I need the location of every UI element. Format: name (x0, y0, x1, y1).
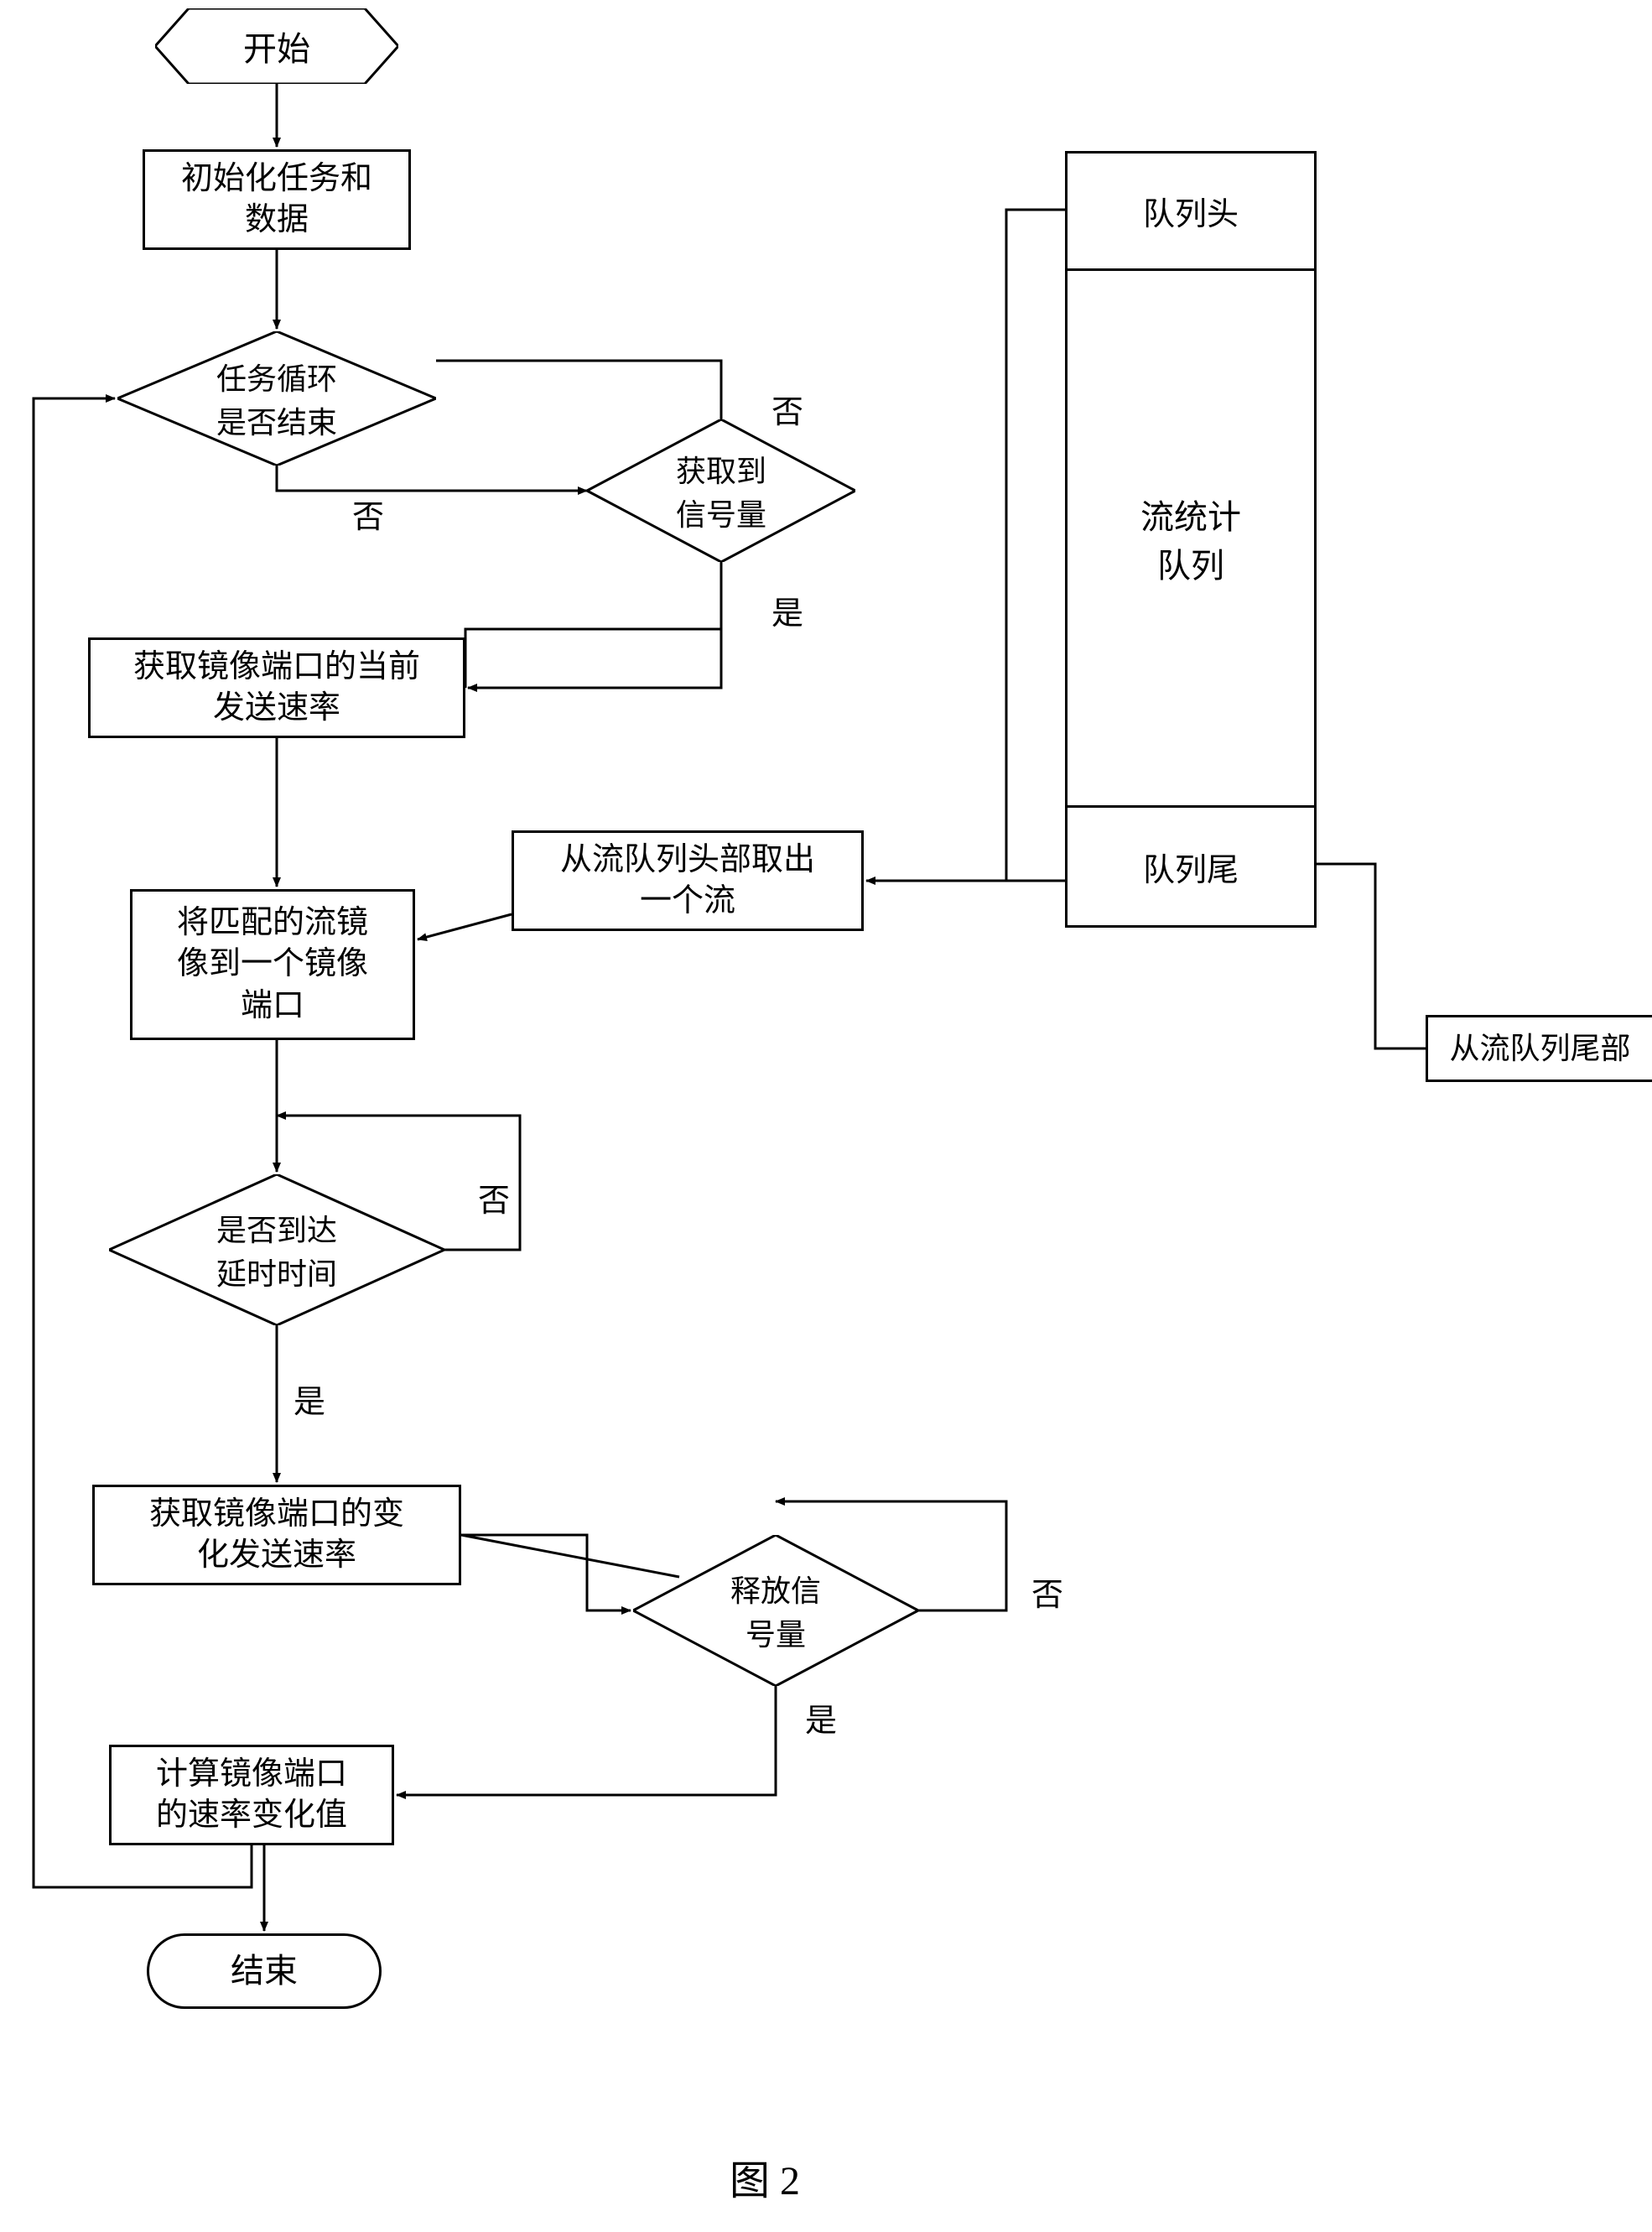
queue-tail: 队列尾 (1068, 808, 1314, 925)
start-label: 开始 (155, 8, 398, 84)
queue-head: 队列头 (1068, 153, 1314, 271)
signal-no-label: 否 (771, 386, 803, 432)
dequeue-node: 从流队列头部取出 一个流 (512, 830, 864, 931)
loop-end-decision: 任务循环 是否结束 (117, 331, 436, 466)
got-signal-decision: 获取到 信号量 (587, 419, 855, 562)
loop-end-label: 任务循环 是否结束 (117, 331, 436, 466)
delay-reached-label: 是否到达 延时时间 (109, 1174, 444, 1325)
release-no-label: 否 (1031, 1569, 1063, 1615)
queue-body: 流统计 队列 (1068, 271, 1314, 808)
release-signal-decision: 释放信 号量 (633, 1535, 918, 1686)
mirror-flow-node: 将匹配的流镜 像到一个镜像 端口 (130, 889, 415, 1040)
loop-no-label: 否 (352, 491, 384, 537)
end-node: 结束 (147, 1933, 382, 2009)
queue-diagram: 队列头 流统计 队列 队列尾 (1065, 151, 1317, 928)
signal-yes-label: 是 (771, 587, 803, 633)
calc-rate-node: 计算镜像端口 的速率变化值 (109, 1745, 394, 1845)
start-node: 开始 (155, 8, 398, 84)
init-node: 初始化任务和 数据 (143, 149, 411, 250)
got-signal-label: 获取到 信号量 (587, 419, 855, 562)
get-rate-node: 获取镜像端口的当前 发送速率 (88, 637, 465, 738)
delay-no-label: 否 (478, 1174, 510, 1220)
delay-reached-decision: 是否到达 延时时间 (109, 1174, 444, 1325)
release-signal-label: 释放信 号量 (633, 1535, 918, 1686)
release-yes-label: 是 (805, 1694, 837, 1740)
figure-caption: 图 2 (730, 2147, 800, 2206)
delay-yes-label: 是 (294, 1376, 325, 1422)
get-changed-rate-node: 获取镜像端口的变 化发送速率 (92, 1485, 461, 1585)
queue-tail-annotation: 从流队列尾部 (1426, 1015, 1652, 1082)
